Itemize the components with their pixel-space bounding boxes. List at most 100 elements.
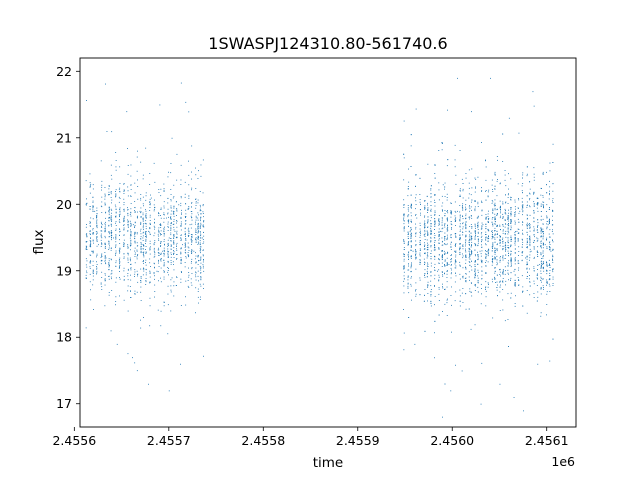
data-point <box>504 242 506 244</box>
data-point <box>90 234 91 235</box>
data-point <box>96 267 98 269</box>
data-point <box>540 270 542 272</box>
data-point <box>173 238 175 239</box>
data-point <box>158 215 160 217</box>
data-point <box>90 254 92 256</box>
data-point <box>185 220 187 221</box>
data-point <box>507 203 509 204</box>
data-point <box>410 265 412 267</box>
data-point <box>542 204 544 206</box>
data-point <box>419 236 421 238</box>
data-point <box>104 227 106 229</box>
data-point <box>485 179 487 181</box>
data-point <box>185 296 186 298</box>
data-point <box>514 201 516 203</box>
data-point <box>499 243 501 244</box>
data-point <box>438 199 440 201</box>
data-point <box>170 254 172 255</box>
data-point <box>434 205 436 207</box>
data-point <box>86 249 88 250</box>
data-point <box>492 232 493 233</box>
data-point <box>176 215 177 216</box>
data-point <box>127 275 129 277</box>
data-point <box>477 222 479 224</box>
data-point <box>502 257 504 259</box>
data-point <box>145 251 147 253</box>
data-point <box>104 244 106 245</box>
data-point <box>485 250 486 251</box>
data-point <box>123 253 125 255</box>
data-point <box>540 287 542 289</box>
data-point <box>148 230 149 232</box>
data-point <box>185 252 187 254</box>
data-point <box>153 210 155 212</box>
data-point <box>85 203 87 205</box>
data-point <box>442 286 443 288</box>
data-point <box>491 238 493 240</box>
data-point <box>444 239 446 241</box>
data-point <box>438 248 440 250</box>
data-point <box>110 193 112 195</box>
data-point <box>548 209 550 210</box>
data-point <box>174 230 176 232</box>
data-point <box>549 264 551 266</box>
y-tick-label: 17 <box>56 396 72 411</box>
data-point <box>497 208 498 210</box>
data-point <box>459 238 461 239</box>
data-point <box>427 212 428 213</box>
data-point <box>115 277 117 279</box>
data-point <box>444 236 445 237</box>
data-point <box>546 273 548 275</box>
data-point <box>500 212 501 214</box>
data-point <box>529 225 531 226</box>
data-point <box>533 176 535 178</box>
data-point <box>130 224 132 226</box>
data-point <box>191 241 193 243</box>
data-point <box>149 207 151 208</box>
data-point <box>459 223 461 225</box>
data-point <box>450 202 452 204</box>
data-point <box>462 216 464 217</box>
data-point <box>167 212 169 214</box>
data-point <box>410 267 412 269</box>
data-point <box>115 195 117 197</box>
data-point <box>455 245 456 247</box>
data-point <box>481 362 483 364</box>
data-point <box>550 250 552 252</box>
data-point <box>442 287 444 289</box>
data-point <box>465 221 467 223</box>
data-point <box>494 205 496 206</box>
data-point <box>462 209 464 211</box>
data-point <box>492 244 494 246</box>
data-point <box>189 224 191 226</box>
data-point <box>438 300 440 301</box>
data-point <box>170 207 172 209</box>
data-point <box>170 240 172 241</box>
data-point <box>185 235 186 237</box>
data-point <box>408 269 410 271</box>
data-point <box>485 260 487 262</box>
data-point <box>454 220 456 222</box>
data-point <box>540 315 542 317</box>
data-point <box>462 223 463 225</box>
data-point <box>510 196 512 198</box>
data-point <box>130 274 131 276</box>
data-point <box>403 228 405 229</box>
data-point <box>119 243 121 244</box>
data-point <box>127 212 129 214</box>
data-point <box>548 198 550 200</box>
data-point <box>451 227 452 229</box>
data-point <box>526 222 528 224</box>
data-point <box>195 241 197 243</box>
data-point <box>477 281 479 283</box>
data-point <box>96 270 98 272</box>
data-point <box>407 279 409 281</box>
data-point <box>510 261 512 263</box>
data-point <box>462 197 464 199</box>
data-point <box>477 259 479 260</box>
data-point <box>163 262 165 264</box>
data-point <box>127 224 129 226</box>
data-point <box>191 250 193 251</box>
data-point <box>163 232 165 234</box>
data-point <box>160 225 161 226</box>
